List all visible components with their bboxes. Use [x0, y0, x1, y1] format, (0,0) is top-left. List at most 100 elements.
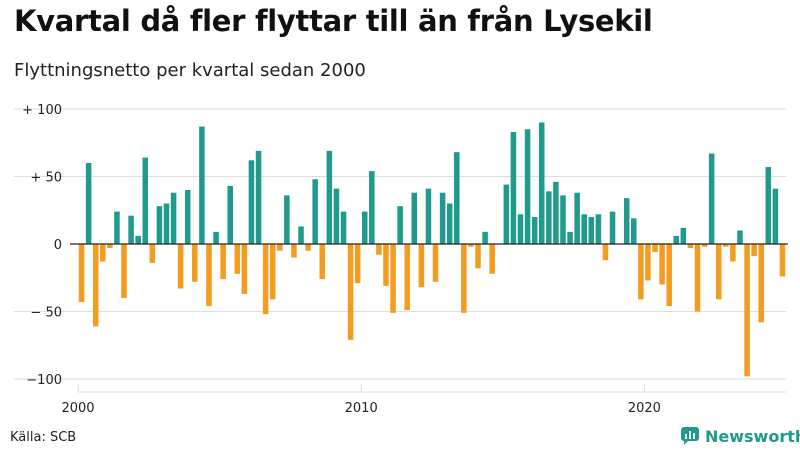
bar	[269, 244, 276, 300]
bar	[85, 163, 92, 244]
bar	[340, 211, 347, 244]
bar	[135, 235, 141, 244]
bar	[454, 152, 460, 244]
bar	[177, 244, 184, 289]
bar	[277, 244, 283, 251]
bar	[666, 244, 672, 307]
bar	[765, 167, 772, 244]
bar	[312, 179, 318, 244]
bar	[588, 217, 595, 244]
bar	[609, 211, 616, 244]
source-note: Källa: SCB	[10, 430, 77, 445]
bar	[758, 244, 764, 323]
bar	[107, 244, 113, 249]
bar	[708, 153, 715, 244]
bar	[645, 244, 651, 281]
bar	[199, 126, 205, 244]
newsworthy-logo: Newsworthy	[680, 426, 800, 446]
bar	[680, 227, 687, 244]
bar	[369, 171, 375, 244]
bar	[354, 244, 361, 284]
bar	[567, 231, 573, 244]
bar	[751, 244, 757, 257]
bar	[128, 215, 134, 244]
bar	[305, 244, 311, 251]
bar	[404, 244, 410, 311]
bar	[524, 129, 531, 244]
brand-name: Newsworthy	[705, 426, 800, 446]
y-tick-label: 0	[54, 238, 62, 253]
bar	[446, 203, 453, 244]
bar	[546, 191, 552, 244]
bar	[475, 244, 481, 269]
bar	[461, 244, 467, 313]
bar	[262, 244, 269, 315]
bar	[220, 244, 226, 280]
bar	[326, 150, 333, 244]
bar	[631, 218, 637, 244]
bar	[701, 244, 708, 247]
bar	[468, 244, 474, 247]
bar	[184, 190, 191, 244]
bar	[744, 244, 750, 377]
x-tick-label: 2010	[345, 401, 378, 416]
bar	[206, 244, 212, 307]
bar	[114, 211, 120, 244]
bar	[298, 226, 304, 244]
bar	[581, 214, 587, 244]
bar	[78, 244, 85, 303]
chat-bubble-chart-icon	[681, 427, 699, 445]
bar	[772, 188, 779, 244]
bar	[482, 231, 488, 244]
bar	[213, 231, 219, 244]
bar	[510, 131, 517, 244]
bar	[227, 185, 233, 244]
bar	[687, 244, 694, 249]
bar	[439, 192, 446, 244]
bar	[241, 244, 248, 294]
bar	[121, 244, 127, 298]
bar	[723, 244, 729, 247]
bar	[149, 244, 156, 263]
bar	[142, 157, 149, 244]
bar	[489, 244, 495, 274]
y-tick-label: −100	[26, 373, 62, 388]
bar	[531, 217, 538, 244]
bar	[715, 244, 722, 300]
bar	[291, 244, 297, 258]
bar	[652, 244, 658, 253]
bar	[390, 244, 396, 313]
bar	[192, 244, 198, 282]
bar	[659, 244, 665, 285]
bar	[673, 235, 680, 244]
bar	[730, 244, 736, 262]
chart-subtitle: Flyttningsnetto per kvartal sedan 2000	[14, 60, 366, 81]
bar	[383, 244, 389, 286]
bar	[595, 214, 602, 244]
bar	[163, 203, 170, 244]
bar	[255, 150, 262, 244]
bar	[376, 244, 382, 255]
bar	[361, 211, 368, 244]
bar	[517, 214, 524, 244]
bar	[92, 244, 99, 327]
bar	[425, 188, 432, 244]
bar	[574, 192, 580, 244]
bar	[248, 160, 255, 244]
bar	[432, 244, 439, 282]
bar	[100, 244, 106, 262]
bar	[347, 244, 354, 340]
bar	[553, 181, 559, 244]
bar	[234, 244, 241, 274]
bar	[538, 122, 545, 244]
bar	[560, 195, 566, 244]
bar	[737, 230, 743, 244]
bar	[623, 198, 630, 244]
chart-title: Kvartal då fler flyttar till än från Lys…	[14, 4, 653, 38]
bar	[170, 192, 177, 244]
bar	[694, 244, 701, 312]
y-tick-label: + 100	[22, 103, 62, 118]
y-tick-label: − 50	[30, 306, 62, 321]
bar	[333, 188, 340, 244]
